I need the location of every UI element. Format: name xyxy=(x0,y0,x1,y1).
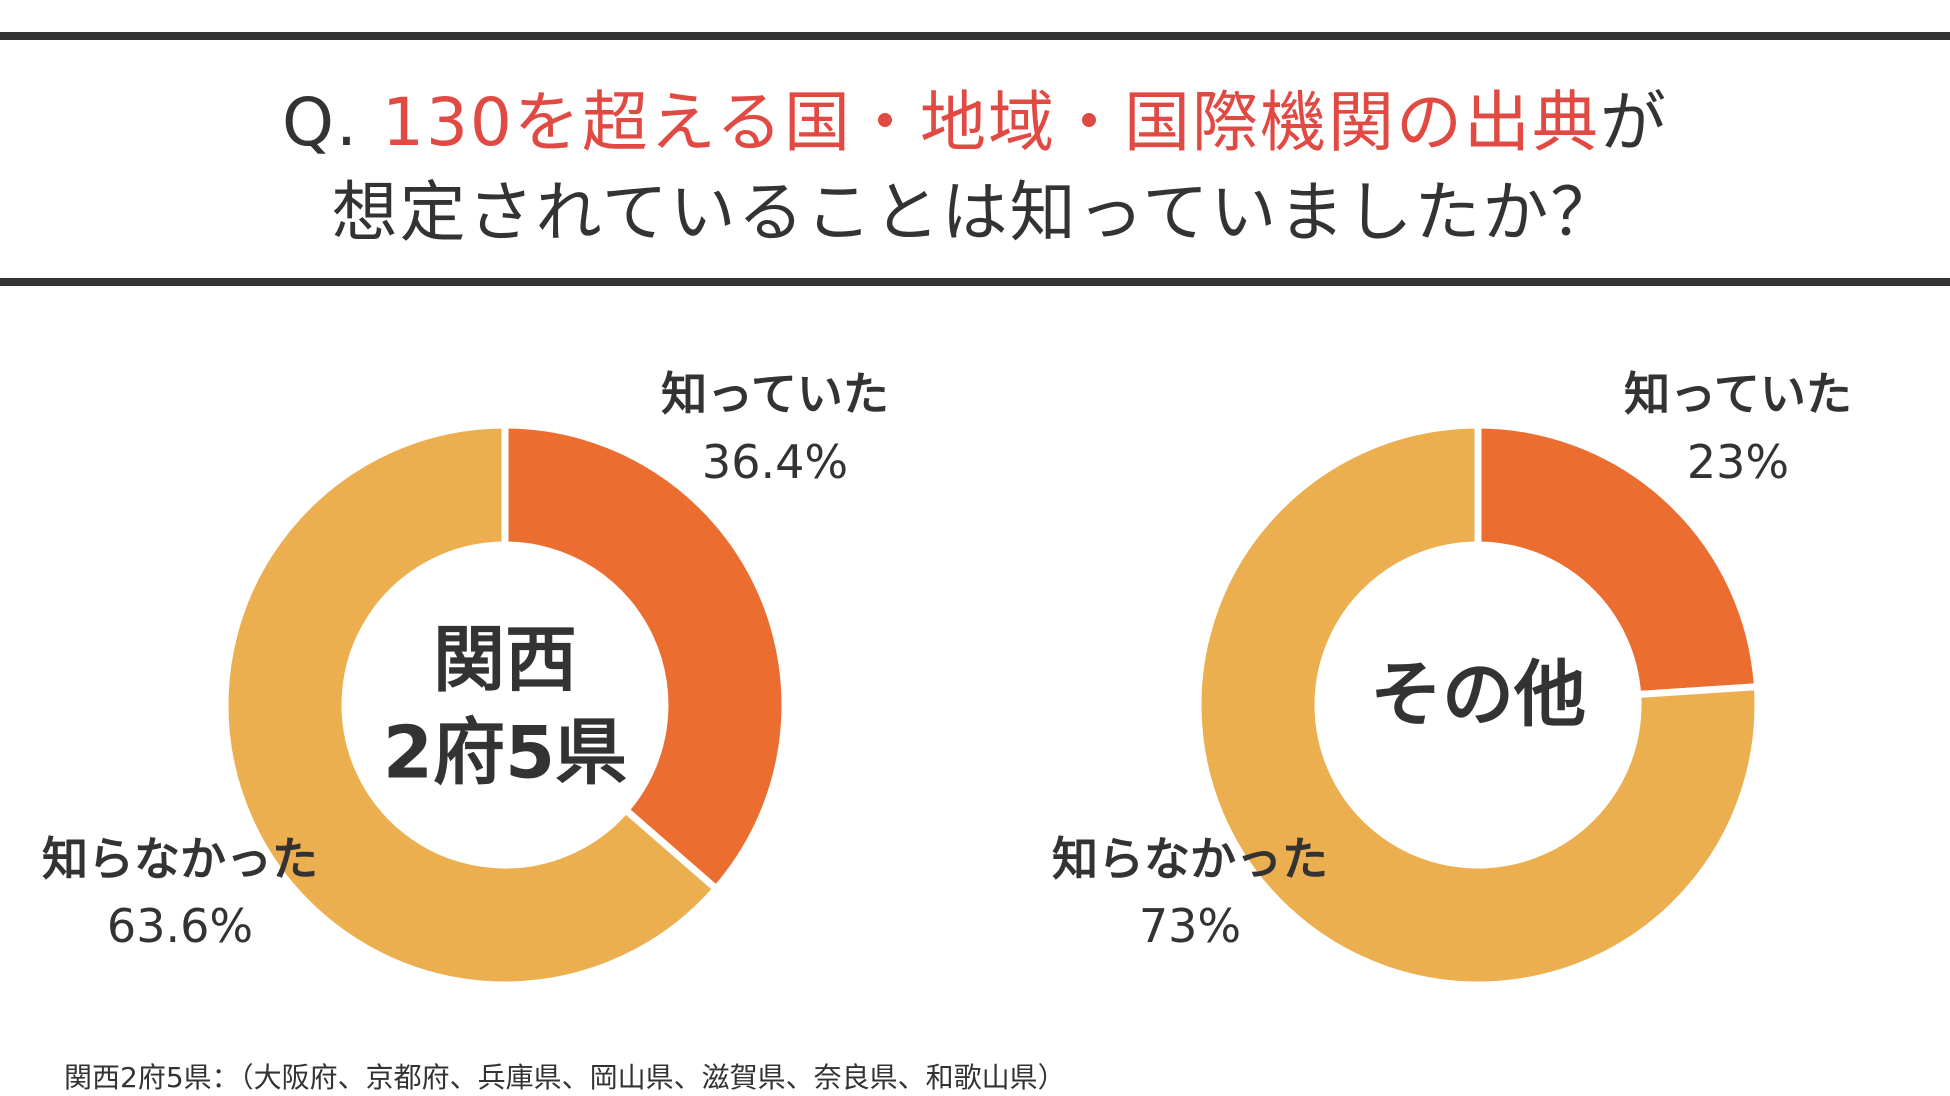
title-prefix: Q. xyxy=(282,84,382,161)
title-highlight: 130を超える国・地域・国際機関の出典 xyxy=(381,84,1600,161)
bottom-rule xyxy=(0,278,1950,286)
title-line-1: Q. 130を超える国・地域・国際機関の出典が xyxy=(0,78,1950,168)
slice-unknown xyxy=(1194,421,1762,989)
top-rule xyxy=(0,32,1950,40)
label-known: 知っていた xyxy=(661,367,889,421)
label-known: 知っていた xyxy=(1624,367,1852,421)
center-label: 2府5県 xyxy=(383,711,627,795)
donut-chart-kansai: 知っていた 36.4% 知らなかった 63.6% 関西 2府5県 xyxy=(42,367,889,989)
value-label-known: 23% xyxy=(1687,435,1789,489)
footnote: 関西2府5県：（大阪府、京都府、兵庫県、岡山県、滋賀県、奈良県、和歌山県） xyxy=(64,1061,1066,1094)
label-unknown: 知らなかった xyxy=(1052,832,1328,886)
slice-known xyxy=(1474,421,1762,699)
donut-chart-other: 知っていた 23% 知らなかった 73% その他 xyxy=(1052,367,1852,989)
title-line-2: 想定されていることは知っていましたか？ xyxy=(331,174,1619,251)
center-label: 関西 xyxy=(433,618,577,702)
question-title: Q. 130を超える国・地域・国際機関の出典が 想定されていることは知っていまし… xyxy=(0,78,1950,258)
slice-unknown xyxy=(221,421,722,989)
value-label-known: 36.4% xyxy=(702,435,848,489)
value-label-unknown: 73% xyxy=(1139,899,1241,953)
slice-known xyxy=(501,421,789,894)
value-label-unknown: 63.6% xyxy=(107,899,253,953)
title-suffix: が xyxy=(1599,84,1668,161)
label-unknown: 知らなかった xyxy=(42,832,318,886)
center-label: その他 xyxy=(1370,653,1586,737)
